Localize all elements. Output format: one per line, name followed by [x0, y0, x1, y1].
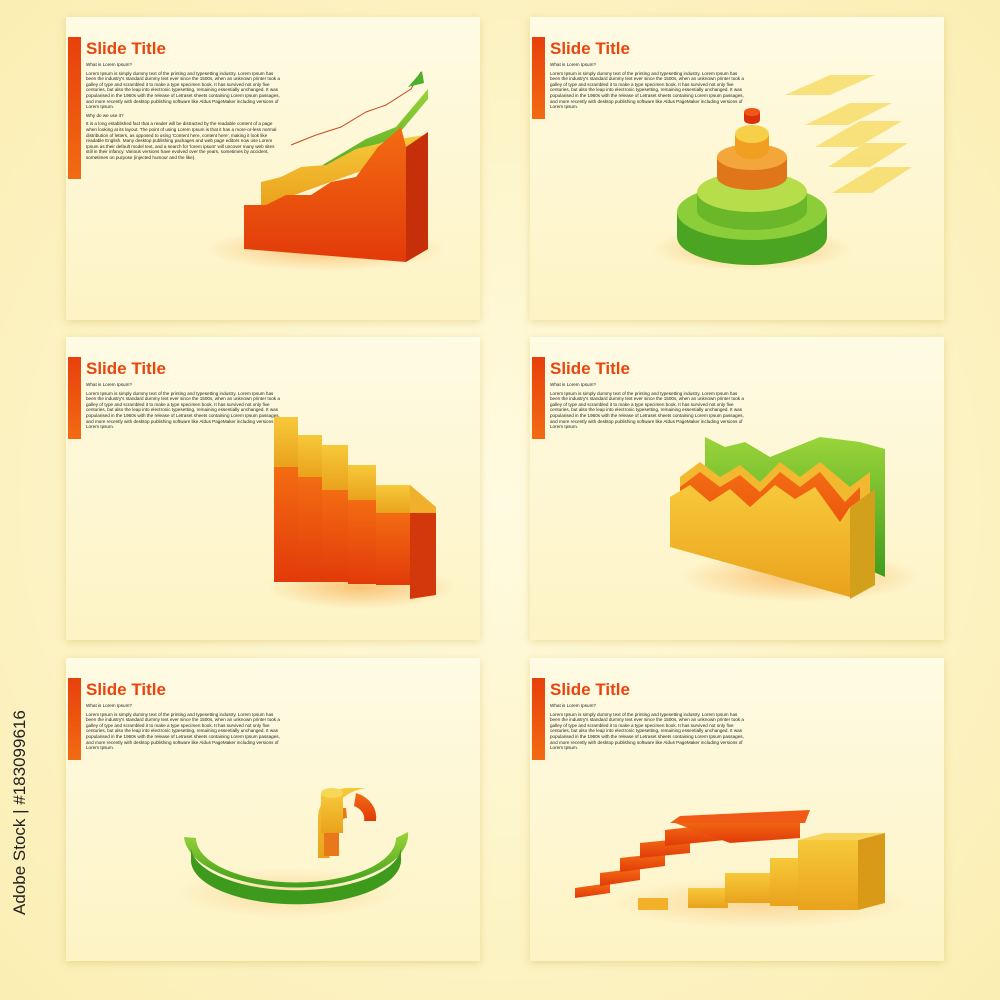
paragraph: Lorem Ipsum is simply dummy text of the … — [86, 711, 280, 751]
layered-area-illustration — [670, 437, 920, 602]
slide: Slide Title What is Lorem Ipsum? Lorem I… — [66, 658, 480, 961]
bar-chart-illustration — [266, 417, 456, 609]
slide: Slide Title What is Lorem Ipsum? Lorem I… — [530, 658, 944, 961]
slide-title: Slide Title — [86, 39, 166, 58]
paragraph: What is Lorem Ipsum? — [86, 703, 132, 708]
paragraph: What is Lorem Ipsum? — [550, 382, 596, 387]
paragraph: Why do we use it? — [86, 112, 124, 118]
accent-bar — [532, 37, 545, 119]
slide-title: Slide Title — [550, 680, 630, 699]
paragraph: Lorem Ipsum is simply dummy text of the … — [86, 390, 280, 430]
slide-body: What is Lorem Ipsum? Lorem Ipsum is simp… — [86, 382, 282, 433]
slide-body: What is Lorem Ipsum? Lorem Ipsum is simp… — [550, 703, 746, 754]
watermark: Adobe Stock | #183099616 — [10, 710, 29, 915]
slide-title: Slide Title — [86, 359, 166, 378]
paragraph: Lorem Ipsum is simply dummy text of the … — [550, 70, 744, 110]
paragraph: What is Lorem Ipsum? — [86, 382, 132, 387]
accent-bar — [68, 357, 81, 439]
accent-bar — [532, 357, 545, 439]
accent-bar — [68, 37, 81, 179]
slide-body: What is Lorem Ipsum? Lorem Ipsum is simp… — [86, 703, 282, 754]
slide-title: Slide Title — [550, 359, 630, 378]
stacked-cylinder-illustration — [652, 75, 912, 271]
paragraph: Lorem Ipsum is simply dummy text of the … — [86, 70, 280, 110]
slide-body: What is Lorem Ipsum? Lorem Ipsum is simp… — [550, 382, 746, 433]
paragraph: Lorem Ipsum is simply dummy text of the … — [550, 390, 744, 430]
slide-title: Slide Title — [550, 39, 630, 58]
slide-title: Slide Title — [86, 680, 166, 699]
paragraph: What is Lorem Ipsum? — [86, 62, 132, 67]
radial-bar-illustration — [176, 788, 409, 918]
steps-illustration — [575, 810, 910, 928]
slide: Slide Title What is Lorem Ipsum? Lorem I… — [66, 17, 480, 320]
area-chart-illustration — [206, 71, 446, 271]
accent-bar — [68, 678, 81, 760]
slide: Slide Title What is Lorem Ipsum? Lorem I… — [530, 17, 944, 320]
slide: Slide Title What is Lorem Ipsum? Lorem I… — [66, 337, 480, 640]
slide-body: What is Lorem Ipsum? Lorem Ipsum is simp… — [550, 62, 746, 113]
paragraph: What is Lorem Ipsum? — [550, 703, 596, 708]
paragraph: It is a long established fact that a rea… — [86, 121, 277, 160]
paragraph: Lorem Ipsum is simply dummy text of the … — [550, 711, 744, 751]
slide: Slide Title What is Lorem Ipsum? Lorem I… — [530, 337, 944, 640]
slide-body: What is Lorem Ipsum? Lorem Ipsum is simp… — [86, 62, 282, 164]
accent-bar — [532, 678, 545, 760]
paragraph: What is Lorem Ipsum? — [550, 62, 596, 67]
